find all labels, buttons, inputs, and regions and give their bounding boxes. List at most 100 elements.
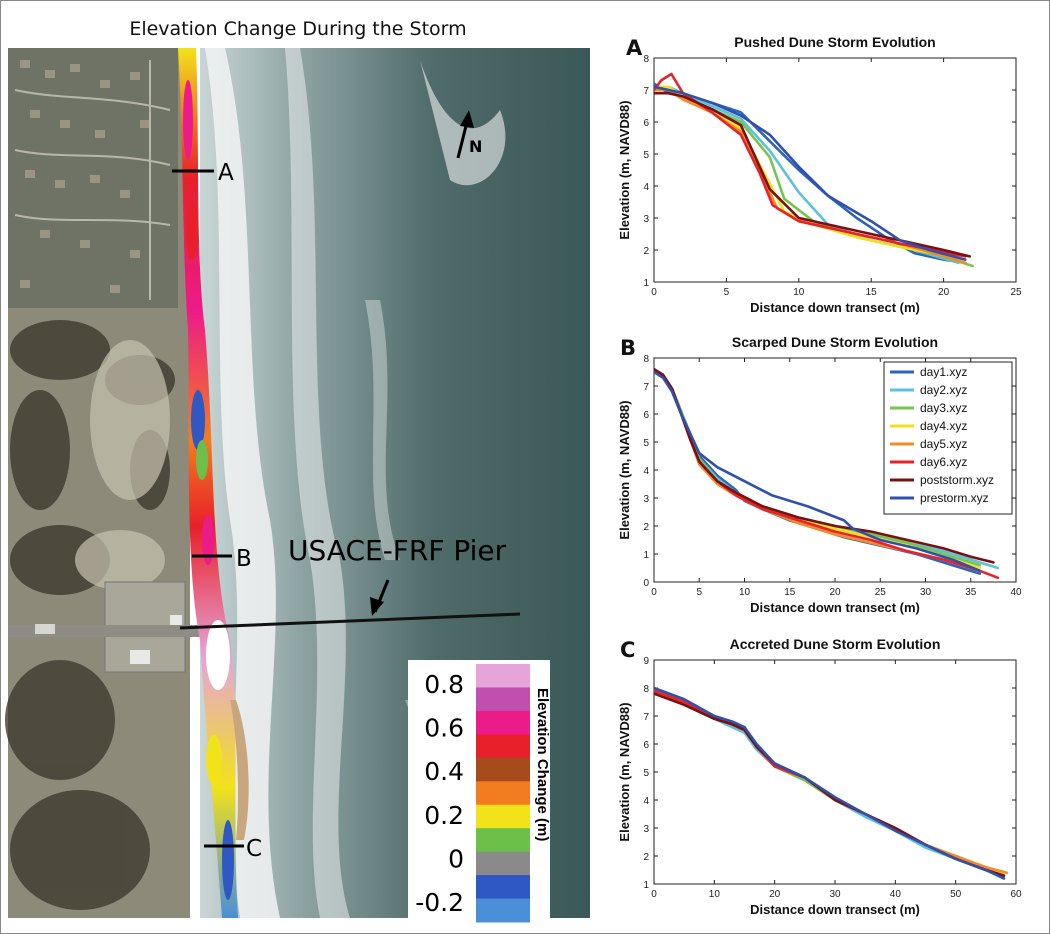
series-line (654, 85, 967, 261)
colorbar-block (476, 804, 530, 829)
y-tick-label: 6 (643, 740, 649, 751)
x-tick-label: 5 (696, 587, 702, 598)
elevation-change-patches (183, 80, 234, 900)
y-tick-label: 9 (643, 656, 649, 667)
chart-title: Scarped Dune Storm Evolution (732, 334, 938, 350)
panel-b-letter: B (620, 336, 637, 360)
x-tick-label: 10 (709, 889, 721, 900)
pier-arrow-head (370, 597, 384, 616)
transect-markers: A B C (172, 160, 262, 862)
legend-entry: day2.xyz (920, 383, 967, 397)
y-tick-label: 7 (643, 712, 649, 723)
colorbar-tick-label: 0.8 (424, 670, 464, 699)
y-tick-label: 1 (643, 278, 649, 289)
colorbar (476, 664, 530, 923)
x-axis-label: Distance down transect (m) (750, 300, 920, 315)
x-tick-label: 10 (739, 587, 751, 598)
colorbar-block (476, 851, 530, 876)
y-tick-label: 8 (643, 354, 649, 365)
y-tick-label: 3 (643, 214, 649, 225)
legend-entry: poststorm.xyz (920, 473, 994, 487)
y-tick-label: 4 (643, 182, 649, 193)
y-tick-label: 8 (643, 684, 649, 695)
colorbar-ticks: 0.8 0.6 0.4 0.2 0 -0.2 (415, 670, 464, 917)
x-axis-label: Distance down transect (m) (750, 902, 920, 917)
legend-box (883, 361, 1013, 515)
colorbar-block (476, 664, 530, 688)
x-tick-label: 5 (724, 287, 730, 298)
y-tick-label: 3 (643, 824, 649, 835)
x-tick-label: 15 (866, 287, 878, 298)
legend-entry: day1.xyz (920, 365, 967, 379)
y-tick-label: 0 (643, 578, 649, 589)
colorbar-tick-label: 0.2 (424, 801, 464, 830)
plot-area (653, 57, 1017, 283)
x-tick-label: 20 (938, 287, 950, 298)
x-tick-label: 60 (1010, 889, 1022, 900)
y-tick-label: 2 (643, 852, 649, 863)
series-group (654, 72, 974, 268)
y-tick-label: 5 (643, 438, 649, 449)
x-tick-label: 40 (1010, 587, 1022, 598)
y-tick-label: 3 (643, 494, 649, 505)
y-tick-label: 5 (643, 150, 649, 161)
frf-facility (8, 581, 208, 673)
colorbar-block (476, 781, 530, 806)
transect-b-label: B (236, 546, 252, 572)
pier-label: USACE-FRF Pier (288, 534, 507, 567)
y-tick-label: 7 (643, 86, 649, 97)
series-line (654, 370, 982, 573)
x-tick-label: 15 (784, 587, 796, 598)
transect-a-label: A (218, 160, 234, 186)
x-tick-label: 30 (829, 889, 841, 900)
colorbar-block (476, 710, 530, 735)
x-tick-label: 35 (965, 587, 977, 598)
y-tick-label: 4 (643, 466, 649, 477)
y-tick-label: 2 (643, 246, 649, 257)
y-tick-label: 1 (643, 880, 649, 891)
map-title: Elevation Change During the Storm (129, 18, 467, 40)
colorbar-block (476, 687, 530, 712)
chart-legend: day1.xyz day2.xyz day3.xyz day4.xyz day5.xyz… (883, 361, 1013, 515)
x-tick-label: 20 (769, 889, 781, 900)
y-tick-label: 7 (643, 382, 649, 393)
series-group (654, 686, 1009, 880)
legend-entry: day4.xyz (920, 419, 967, 433)
x-tick-label: 0 (651, 287, 657, 298)
x-tick-label: 30 (920, 587, 932, 598)
colorbar-block (476, 734, 530, 759)
colorbar-block (476, 875, 530, 900)
sand-area (75, 340, 170, 590)
colorbar-tick-label: 0.4 (424, 757, 464, 786)
series-line (654, 72, 967, 258)
chart-title: Accreted Dune Storm Evolution (730, 636, 941, 652)
x-tick-label: 40 (890, 889, 902, 900)
chart-panel-a: Pushed Dune Storm Evolution 0 5 10 15 20 25 1 2 3… (617, 34, 1022, 315)
north-arrow-head (460, 110, 474, 128)
x-tick-label: 50 (950, 889, 962, 900)
north-label: N (469, 137, 482, 156)
panel-a-letter: A (626, 36, 643, 60)
series-group (654, 367, 1000, 580)
residential-area (8, 48, 178, 308)
colorbar-tick-label: -0.2 (415, 888, 464, 917)
colorbar-title: Elevation Change (m) (534, 688, 551, 841)
legend-entry: prestorm.xyz (920, 491, 989, 505)
x-tick-label: 0 (651, 587, 657, 598)
y-axis-label: Elevation (m, NAVD88) (617, 702, 632, 841)
x-axis-label: Distance down transect (m) (750, 600, 920, 615)
y-tick-label: 5 (643, 768, 649, 779)
frf-pier (179, 612, 521, 630)
series-line (654, 91, 972, 258)
y-axis-label: Elevation (m, NAVD88) (617, 100, 632, 239)
y-axis-label: Elevation (m, NAVD88) (617, 400, 632, 539)
legend-entry: day3.xyz (920, 401, 967, 415)
colorbar-tick-label: 0 (448, 844, 464, 873)
x-tick-label: 25 (1010, 287, 1022, 298)
chart-title: Pushed Dune Storm Evolution (734, 34, 935, 50)
elevation-change-map: USACE-FRF Pier N A B C 0.8 0.6 0.4 0.2 0 -0.2… (5, 48, 590, 923)
x-tick-label: 25 (875, 587, 887, 598)
y-tick-label: 8 (643, 54, 649, 65)
x-tick-label: 10 (793, 287, 805, 298)
colorbar-block (476, 828, 530, 853)
